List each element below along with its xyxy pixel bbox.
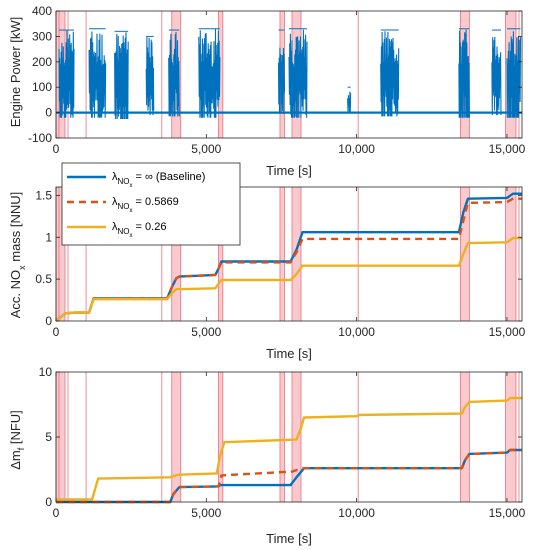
power-ytick-label: 100 [32, 80, 52, 94]
nox-legend: λNOx = ∞ (Baseline) λNOx = 0.5869 λNOx = 0… [61, 162, 241, 246]
nox-ytick-label: 0 [45, 314, 52, 328]
legend-label: λNOx = 0.5869 [112, 196, 179, 214]
nox-shaded-region [171, 187, 181, 321]
nox-series [55, 192, 522, 322]
power-burst [491, 36, 502, 116]
fuel-xtick-label: 10,000 [338, 506, 375, 520]
power-burst [347, 91, 352, 113]
fuel-shaded-region [505, 372, 516, 502]
power-burst [380, 31, 400, 117]
fuel-xlabel: Time [s] [266, 531, 312, 546]
power-burst [88, 31, 107, 118]
fuel-ytick-label: 0 [45, 495, 52, 509]
legend-label: λNOx = 0.26 [112, 221, 166, 239]
fuel-ytick-label: 10 [39, 365, 53, 379]
nox-shaded-region [279, 187, 285, 321]
nox-ytick-label: 1 [45, 230, 52, 244]
nox-xtick-label: 10,000 [338, 325, 375, 339]
power-ytick-label: 400 [32, 4, 52, 18]
nox-shaded-region [505, 187, 516, 321]
nox-shaded-region [56, 187, 66, 321]
fuel-series [56, 396, 522, 504]
power-xtick-label: 10,000 [338, 142, 375, 156]
fuel-xtick-label: 0 [53, 506, 60, 520]
power-burst [458, 29, 470, 118]
nox-mass-panel: 0 5,000 10,000 15,000 0 0.5 1 1.5 Time [s] Acc.… [8, 162, 526, 361]
power-burst [277, 47, 286, 114]
fuel-axes-box [55, 371, 523, 503]
fuel-series-2 [56, 396, 522, 501]
power-burst [198, 28, 221, 118]
fuel-axes: 0 5,000 10,000 15,000 0 5 10 [39, 365, 526, 520]
power-burst [506, 31, 522, 118]
nox-shaded-region [218, 187, 223, 321]
power-ytick-label: 200 [32, 55, 52, 69]
nox-xtick-label: 0 [53, 325, 60, 339]
fuel-shaded-region [171, 372, 181, 502]
power-ylabel: Engine Power [kW] [8, 17, 23, 128]
fuel-shaded-region [56, 372, 66, 502]
nox-xtick-label: 5,000 [191, 325, 221, 339]
power-burst [168, 32, 180, 117]
fuel-ylabel: Δmf [NFU] [8, 410, 26, 470]
nox-axes-box [55, 186, 523, 322]
power-shaded-region [218, 11, 223, 138]
nox-shaded-region [460, 187, 470, 321]
nox-xtick-label: 15,000 [489, 325, 526, 339]
power-ytick-label: -100 [28, 131, 52, 145]
fuel-shaded-region [460, 372, 470, 502]
power-xtick-label: 5,000 [191, 142, 221, 156]
nox-ytick-label: 0.5 [35, 272, 52, 286]
nox-ytick-label: 1.5 [35, 188, 52, 202]
power-burst [145, 36, 155, 116]
fuel-panel: 0 5,000 10,000 15,000 0 5 10 Time [s] Δmf [NFU… [8, 365, 526, 546]
fuel-series-1 [56, 448, 522, 504]
power-series [56, 28, 522, 120]
power-burst [114, 32, 129, 120]
power-xtick-label: 15,000 [489, 142, 526, 156]
fuel-xtick-label: 5,000 [191, 506, 221, 520]
fuel-series-0 [56, 448, 522, 504]
power-ytick-label: 300 [32, 29, 52, 43]
fuel-shaded-region [279, 372, 285, 502]
fuel-xtick-label: 15,000 [489, 506, 526, 520]
fuel-ytick-label: 5 [45, 430, 52, 444]
fuel-shaded-regions [55, 372, 520, 502]
power-burst [58, 30, 75, 118]
nox-ylabel: Acc. NOx mass [NNU] [8, 192, 27, 319]
power-axes-box [55, 10, 523, 139]
power-xtick-label: 0 [53, 142, 60, 156]
power-xlabel: Time [s] [266, 163, 312, 178]
nox-axes: 0 5,000 10,000 15,000 0 0.5 1 1.5 [35, 186, 526, 339]
legend-label: λNOx = ∞ (Baseline) [112, 171, 205, 189]
power-ytick-label: 0 [45, 106, 52, 120]
nox-series-2 [55, 236, 522, 322]
fuel-shaded-region [218, 372, 223, 502]
nox-xlabel: Time [s] [266, 346, 312, 361]
power-burst [288, 29, 308, 118]
